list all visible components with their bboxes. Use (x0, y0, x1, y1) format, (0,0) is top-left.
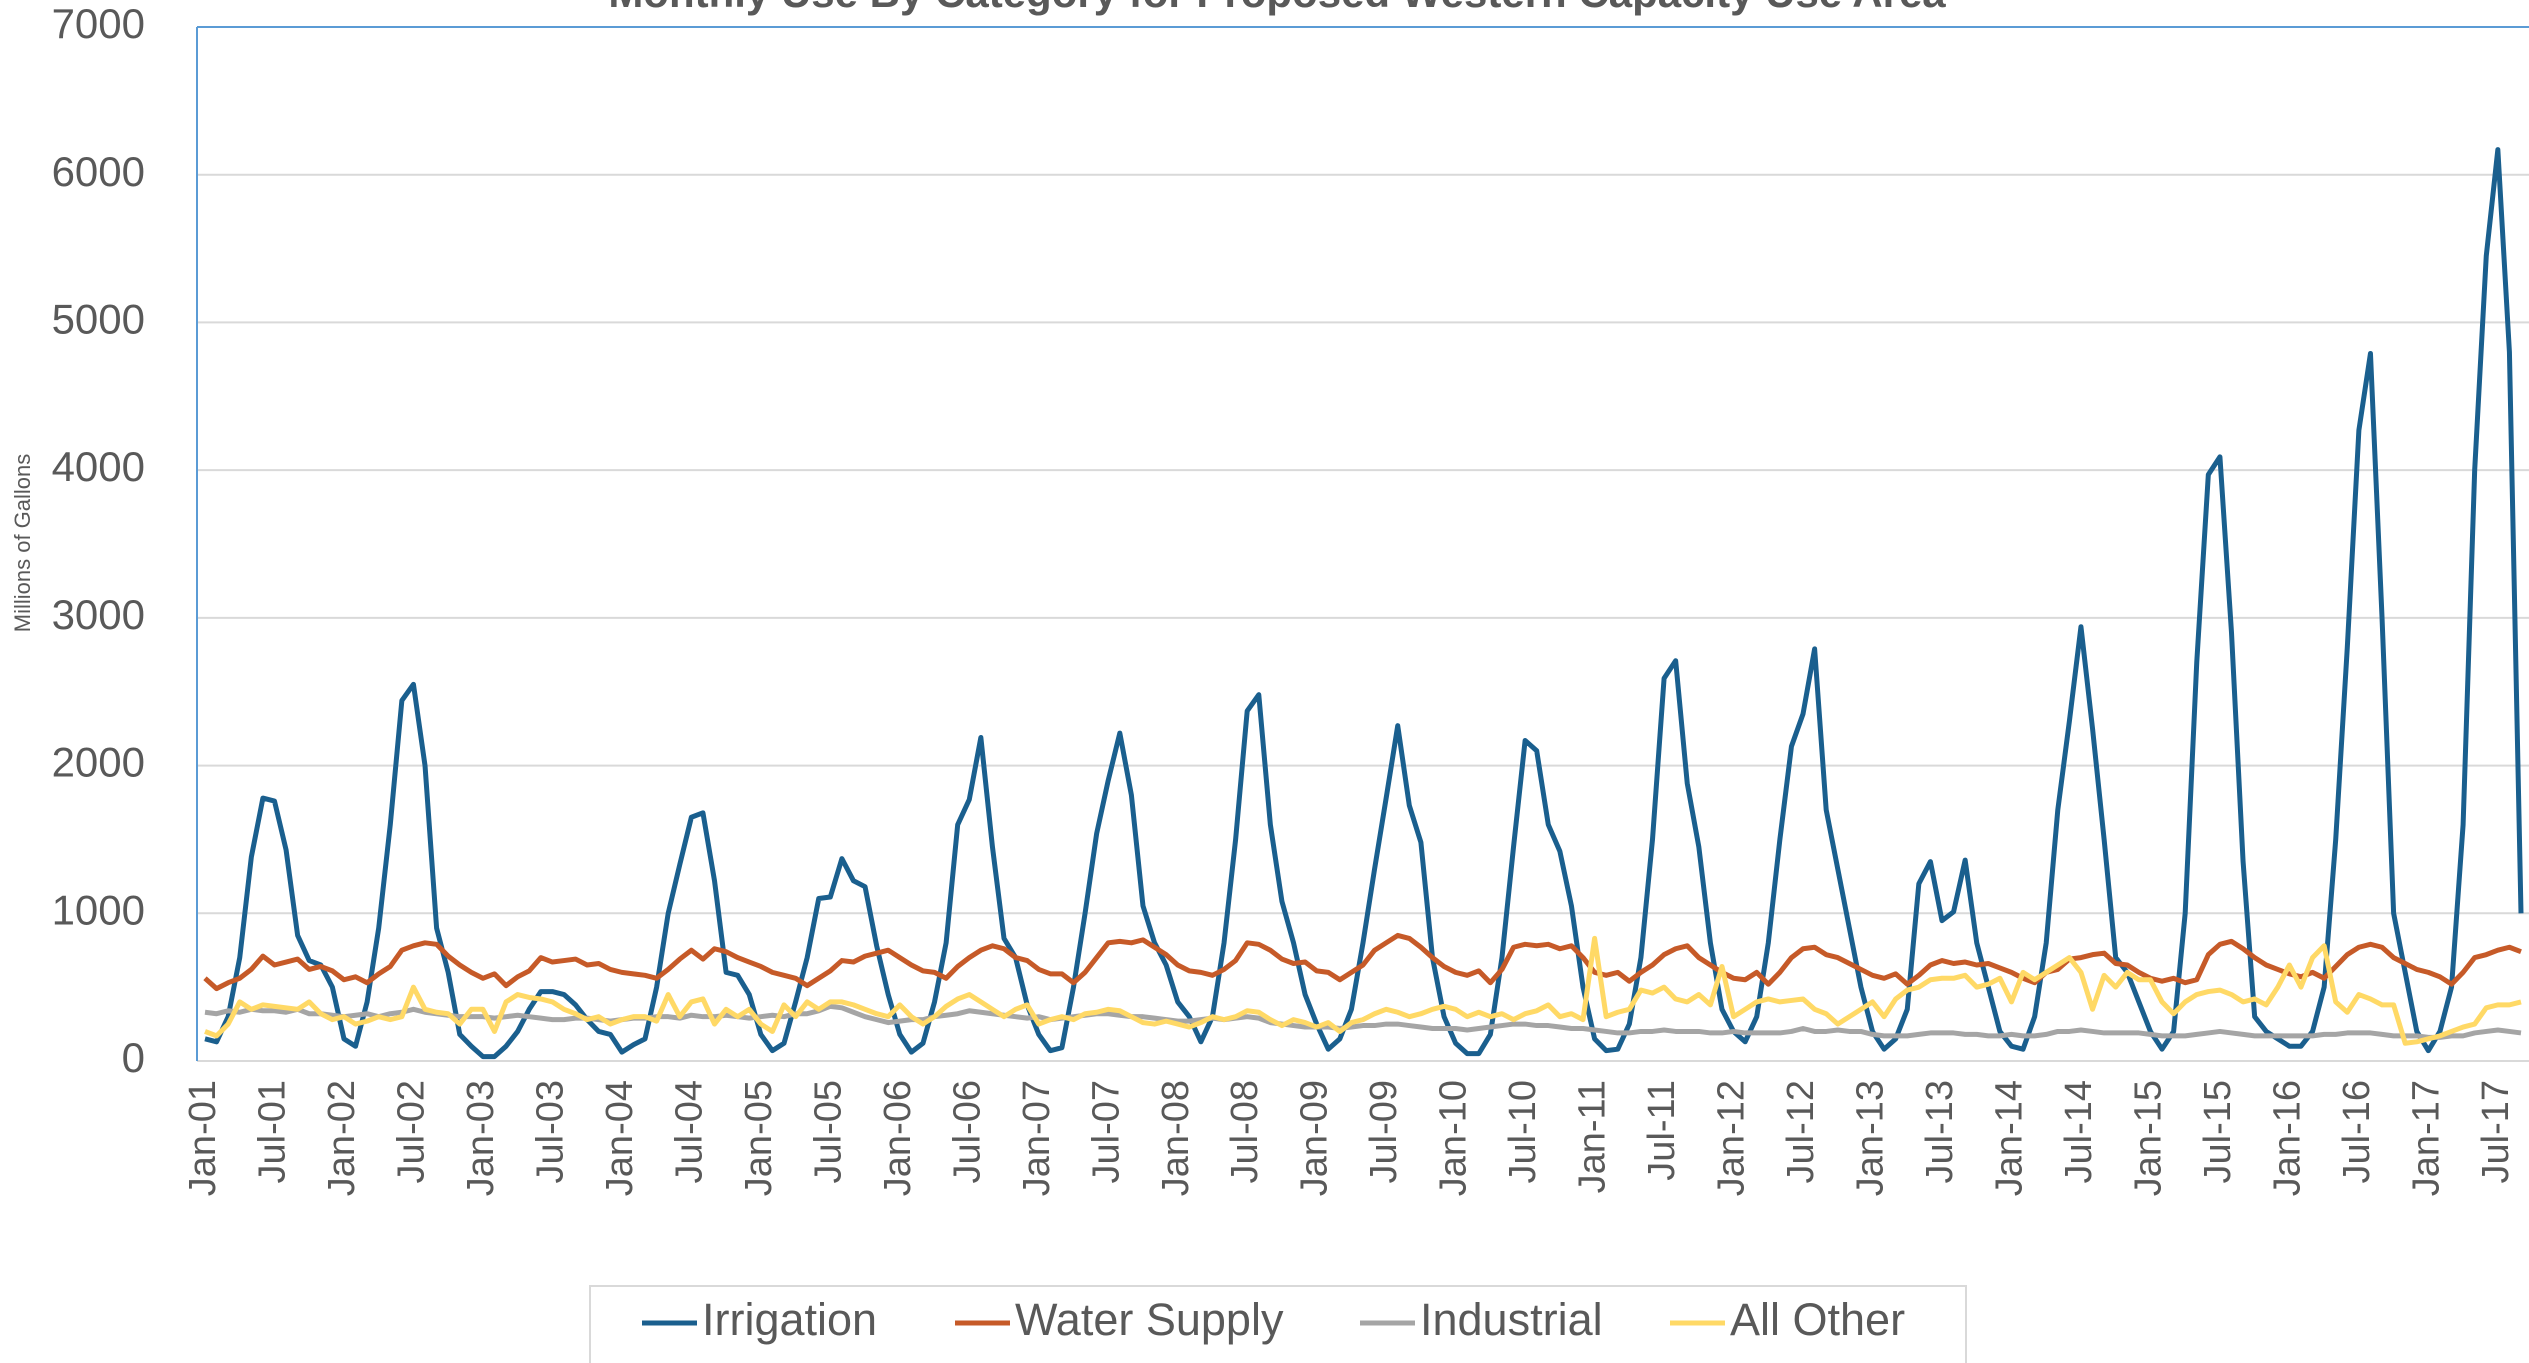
x-tick-label: Jul-17 (2475, 1080, 2517, 1184)
x-tick-label: Jul-12 (1780, 1080, 1822, 1184)
legend-label: All Other (1730, 1294, 1905, 1345)
y-tick-label: 0 (122, 1034, 145, 1081)
x-tick-label: Jul-04 (668, 1080, 710, 1184)
x-tick-label: Jul-01 (252, 1080, 294, 1184)
x-tick-label: Jan-06 (877, 1080, 919, 1196)
x-tick-label: Jul-11 (1641, 1080, 1683, 1181)
legend-label: Irrigation (702, 1294, 877, 1345)
x-tick-label: Jul-10 (1502, 1080, 1544, 1184)
x-tick-label: Jan-07 (1016, 1080, 1058, 1196)
x-tick-label: Jan-04 (599, 1080, 641, 1196)
x-tick-label: Jan-13 (1850, 1080, 1892, 1196)
y-tick-label: 5000 (52, 296, 145, 343)
x-tick-label: Jul-13 (1919, 1080, 1961, 1184)
y-tick-label: 6000 (52, 148, 145, 195)
y-tick-label: 3000 (52, 591, 145, 638)
x-tick-label: Jul-08 (1224, 1080, 1266, 1184)
x-tick-label: Jan-03 (460, 1080, 502, 1196)
legend-label: Industrial (1420, 1294, 1603, 1345)
x-tick-label: Jul-09 (1363, 1080, 1405, 1184)
y-tick-label: 7000 (52, 0, 145, 47)
x-tick-label: Jul-15 (2197, 1080, 2239, 1184)
x-tick-label: Jul-03 (529, 1080, 571, 1184)
x-tick-label: Jan-14 (1989, 1080, 2031, 1196)
x-tick-label: Jan-08 (1155, 1080, 1197, 1196)
x-tick-label: Jan-02 (321, 1080, 363, 1196)
x-tick-label: Jan-15 (2127, 1080, 2169, 1196)
x-tick-label: Jul-07 (1085, 1080, 1127, 1184)
x-tick-label: Jan-09 (1294, 1080, 1336, 1196)
x-tick-label: Jul-14 (2058, 1080, 2100, 1184)
x-tick-label: Jan-01 (182, 1080, 224, 1196)
x-tick-label: Jul-02 (390, 1080, 432, 1184)
legend-label: Water Supply (1015, 1294, 1284, 1345)
x-tick-label: Jul-05 (807, 1080, 849, 1184)
y-tick-label: 2000 (52, 739, 145, 786)
x-tick-label: Jul-06 (946, 1080, 988, 1184)
y-tick-label: 4000 (52, 443, 145, 490)
x-tick-label: Jan-16 (2266, 1080, 2308, 1196)
y-tick-label: 1000 (52, 886, 145, 933)
legend-box (589, 1285, 1967, 1363)
line-series (204, 935, 2522, 1046)
x-tick-label: Jan-11 (1572, 1080, 1614, 1193)
x-tick-label: Jan-10 (1433, 1080, 1475, 1196)
x-tick-label: Jan-05 (738, 1080, 780, 1196)
x-tick-label: Jan-12 (1711, 1080, 1753, 1196)
y-axis-label: Millions of Gallons (10, 454, 35, 633)
x-tick-label: Jul-16 (2336, 1080, 2378, 1184)
chart-title: Monthly Use By Category for Proposed Wes… (608, 0, 1946, 16)
line-series (203, 932, 2522, 992)
line-series (204, 147, 2524, 1060)
x-tick-label: Jan-17 (2405, 1080, 2447, 1196)
